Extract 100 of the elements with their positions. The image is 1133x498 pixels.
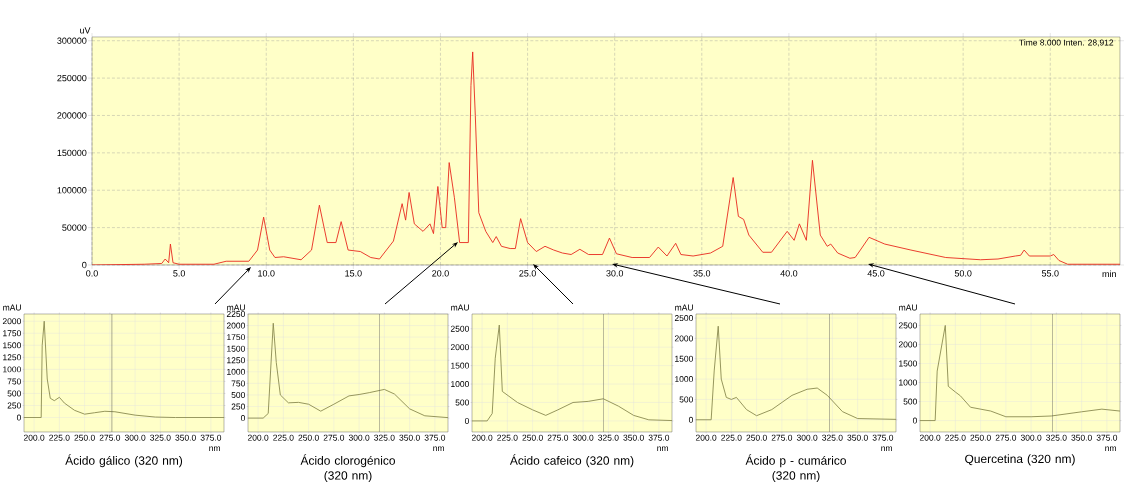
x-tick-label: 275.0: [99, 434, 121, 441]
y-tick-label: 1000: [675, 376, 693, 383]
y-tick-label: 0: [464, 417, 469, 424]
x-tick-label: 300.0: [1020, 434, 1042, 441]
y-tick-label: 2500: [898, 322, 917, 329]
x-tick-label: 20.0: [432, 270, 449, 277]
y-tick-label: 2000: [226, 322, 245, 329]
y-tick-label: 2000: [674, 335, 693, 342]
y-axis-title: mAU: [3, 304, 21, 311]
y-axis-title: mAU: [899, 304, 917, 311]
x-tick-label: 325.0: [1046, 434, 1067, 441]
x-tick-label: 25.0: [519, 270, 536, 277]
x-tick-label: 325.0: [150, 434, 171, 441]
x-tick-label: 350.0: [399, 434, 420, 441]
y-tick-label: 1750: [227, 334, 245, 341]
y-tick-label: 2250: [226, 310, 245, 317]
x-tick-label: 275.0: [323, 434, 345, 441]
y-tick-label: 0: [240, 415, 245, 422]
x-tick-label: 200.0: [471, 434, 493, 441]
y-tick-label: 1500: [227, 345, 245, 352]
y-tick-label: 0: [16, 414, 21, 421]
x-axis-title: nm: [1105, 446, 1116, 452]
x-tick-label: 200.0: [23, 434, 45, 441]
x-tick-label: 10.0: [258, 270, 275, 277]
x-axis-title: nm: [433, 446, 444, 452]
x-tick-label: 275.0: [995, 434, 1017, 441]
text: Ácido clorogénico (320 nm): [300, 454, 395, 483]
x-tick-label: 375.0: [200, 434, 222, 441]
y-tick-label: 2500: [450, 325, 469, 332]
line-series: [696, 325, 897, 421]
y-tick-label: 0: [912, 417, 917, 424]
x-axis-title: nm: [209, 446, 220, 452]
x-tick-label: 200.0: [247, 434, 269, 441]
y-tick-label: 750: [7, 378, 21, 385]
y-tick-label: 250000: [57, 74, 87, 82]
x-tick-label: 300.0: [572, 434, 594, 441]
x-tick-label: 225.0: [497, 434, 518, 441]
y-tick-label: 1500: [451, 362, 469, 369]
y-tick-label: 200000: [57, 112, 87, 119]
y-axis-title: mAU: [675, 304, 693, 311]
text: Quercetina (320 nm): [965, 454, 1075, 466]
x-tick-label: 225.0: [273, 434, 294, 441]
text: Ácido gálico (320 nm): [65, 454, 183, 468]
y-tick-label: 1000: [227, 368, 245, 375]
y-tick-label: 1500: [3, 342, 21, 349]
x-tick-label: 50.0: [954, 270, 972, 277]
x-tick-label: 225.0: [49, 434, 70, 441]
x-tick-label: 250.0: [522, 434, 543, 441]
x-tick-label: 350.0: [847, 434, 868, 441]
y-tick-label: 100000: [57, 187, 87, 194]
y-tick-label: 0: [82, 261, 87, 269]
x-tick-label: 350.0: [1071, 434, 1092, 441]
y-tick-label: 500: [903, 398, 917, 405]
y-tick-label: 250: [7, 402, 21, 409]
y-tick-label: 500: [7, 390, 21, 397]
x-axis-title: min: [1102, 270, 1116, 277]
x-tick-label: 250.0: [74, 434, 95, 441]
y-tick-label: 2500: [674, 315, 693, 322]
y-axis-title: mAU: [227, 304, 245, 311]
x-tick-label: 375.0: [424, 434, 446, 441]
x-tick-label: 30.0: [606, 270, 624, 277]
x-axis-title: nm: [657, 446, 668, 452]
y-tick-label: 1250: [227, 357, 245, 364]
y-tick-label: 1750: [3, 330, 21, 337]
y-tick-label: 50000: [62, 224, 87, 231]
x-tick-label: 325.0: [822, 434, 843, 441]
x-tick-label: 300.0: [124, 434, 146, 441]
x-tick-label: 55.0: [1041, 270, 1059, 277]
y-tick-label: 1500: [675, 355, 693, 362]
x-tick-label: 225.0: [721, 434, 742, 441]
y-tick-label: 1000: [451, 381, 469, 388]
y-tick-label: 2000: [898, 341, 917, 348]
y-tick-label: 0: [688, 416, 693, 423]
y-tick-label: 2000: [2, 318, 21, 325]
x-tick-label: 225.0: [945, 434, 966, 441]
x-tick-label: 325.0: [598, 434, 619, 441]
x-tick-label: 0.0: [86, 270, 98, 277]
x-tick-label: 40.0: [780, 270, 798, 277]
x-tick-label: 375.0: [648, 434, 670, 441]
y-tick-label: 2000: [450, 344, 469, 351]
x-tick-label: 375.0: [872, 434, 894, 441]
x-tick-label: 250.0: [298, 434, 319, 441]
text: Ácido p - cumárico (320 nm): [745, 454, 846, 483]
y-tick-label: 250: [231, 403, 245, 410]
x-tick-label: 200.0: [919, 434, 941, 441]
y-tick-label: 500: [455, 399, 469, 406]
x-tick-label: 35.0: [693, 270, 711, 277]
y-tick-label: 1000: [899, 379, 917, 386]
x-tick-label: 325.0: [374, 434, 395, 441]
line-series: [248, 322, 449, 419]
annotation: Time 8.000 Inten. 28,912: [1019, 39, 1114, 47]
x-tick-label: 350.0: [623, 434, 644, 441]
x-tick-label: 350.0: [175, 434, 196, 441]
x-tick-label: 300.0: [796, 434, 818, 441]
y-axis-title: uV: [80, 27, 91, 34]
x-tick-label: 375.0: [1096, 434, 1118, 441]
y-tick-label: 1500: [899, 360, 917, 367]
line-series: [92, 51, 1120, 265]
x-tick-label: 300.0: [348, 434, 370, 441]
y-tick-label: 500: [679, 396, 693, 403]
